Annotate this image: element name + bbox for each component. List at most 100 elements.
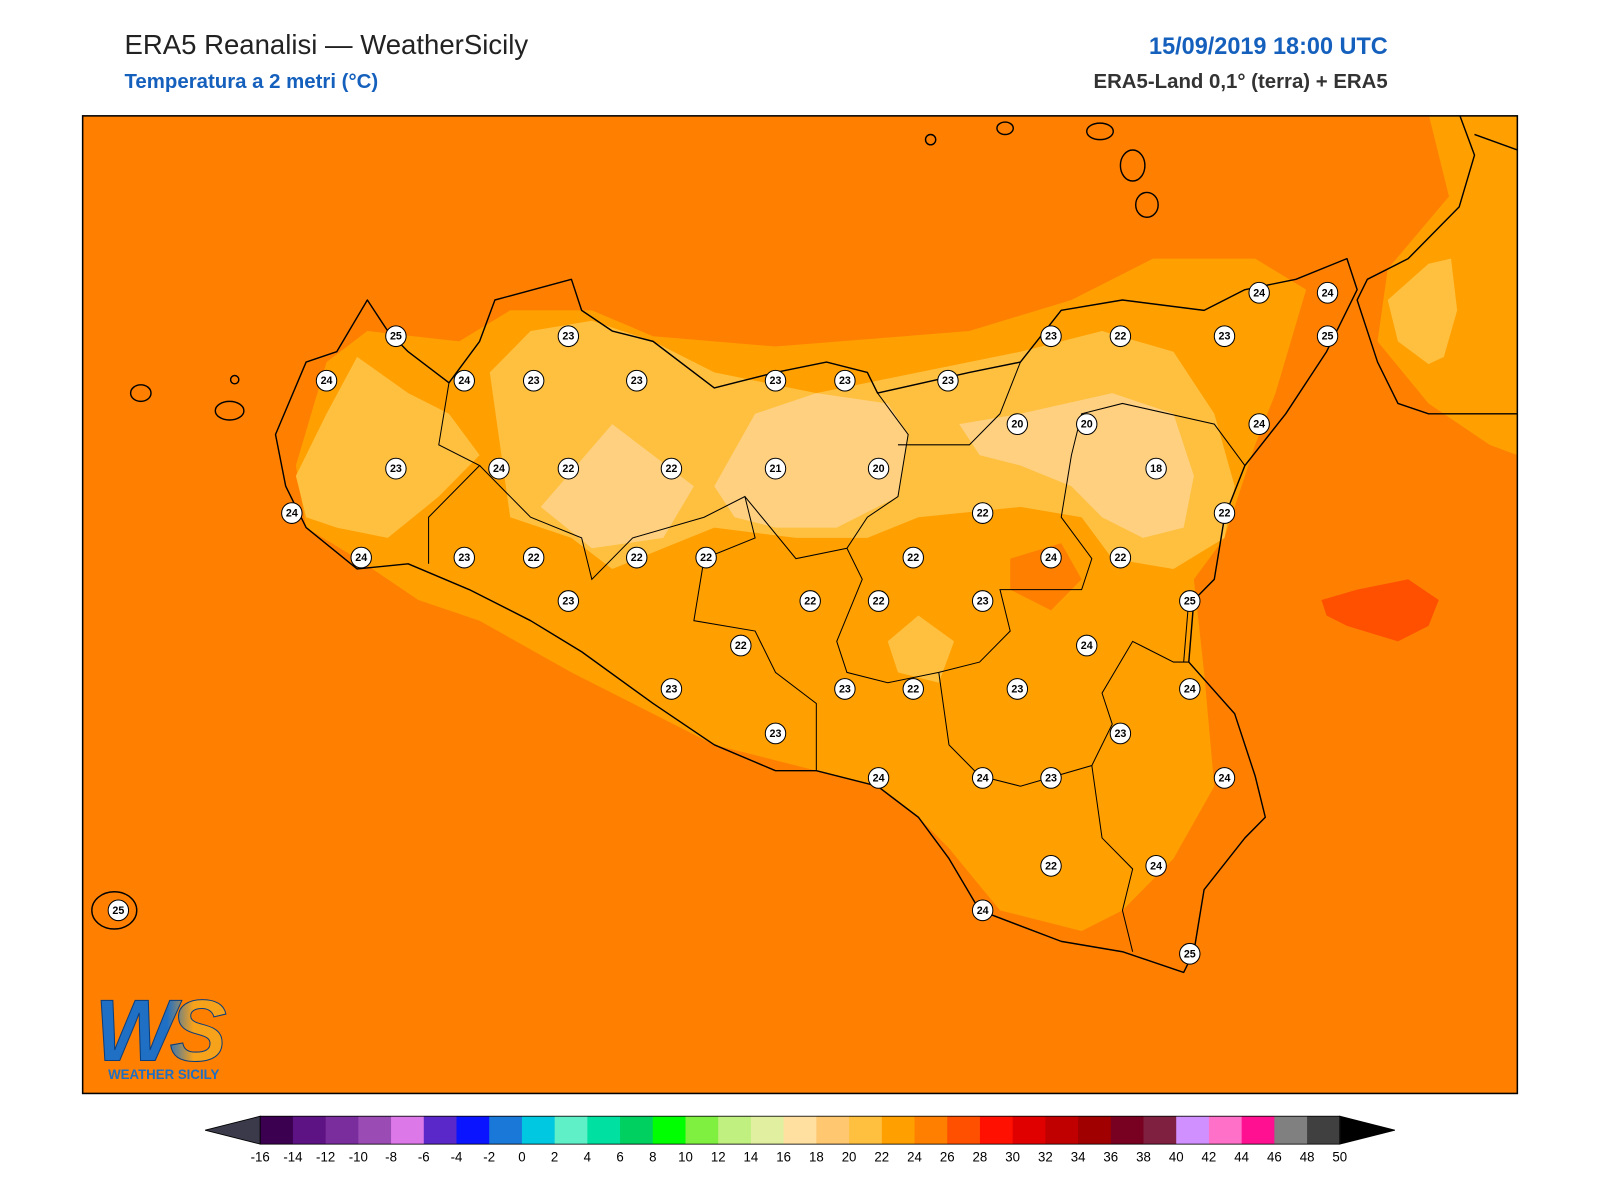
station: 22	[971, 502, 994, 524]
station-value: 25	[1184, 596, 1196, 608]
station: 22	[867, 590, 890, 612]
colorbar-swatch	[1241, 1116, 1275, 1145]
colorbar-swatch	[1307, 1116, 1341, 1145]
station: 24	[1316, 281, 1339, 304]
station: 23	[522, 369, 545, 392]
title: ERA5 Reanalisi — WeatherSicily	[124, 29, 528, 60]
colorbar-tick-label: 4	[584, 1150, 592, 1165]
station-value: 23	[770, 375, 782, 387]
station: 23	[937, 369, 959, 392]
colorbar-tick-label: 6	[616, 1150, 623, 1165]
station-value: 24	[873, 772, 885, 784]
station-marker	[764, 722, 787, 745]
colorbar-tick-label: -6	[418, 1150, 430, 1165]
colorbar-tick-label: 2	[551, 1150, 558, 1165]
station-marker	[834, 678, 856, 700]
station-value: 18	[1150, 463, 1162, 475]
station: 23	[834, 678, 856, 700]
station-value: 24	[355, 552, 367, 564]
colorbar-tick-label: -4	[451, 1150, 463, 1165]
station: 21	[764, 457, 787, 480]
station-marker	[488, 457, 510, 480]
colorbar-swatch	[423, 1116, 457, 1145]
island	[924, 133, 937, 146]
station-value: 22	[1045, 860, 1057, 872]
field-20-22	[295, 356, 480, 538]
colorbar-swatch	[816, 1116, 850, 1145]
colorbar-tick-label: 40	[1169, 1150, 1184, 1165]
station: 22	[626, 546, 648, 569]
calabria-coast	[1356, 115, 1518, 415]
province-border	[744, 392, 909, 560]
station: 22	[1109, 325, 1132, 348]
station-value: 20	[873, 463, 885, 475]
station-marker	[1109, 722, 1132, 745]
station-value: 24	[1253, 287, 1265, 299]
island	[129, 384, 152, 403]
station-marker	[1179, 678, 1201, 700]
station: 23	[626, 369, 648, 392]
station-value: 20	[1011, 419, 1023, 431]
station: 23	[971, 590, 994, 612]
station-marker	[1076, 634, 1098, 657]
colorbar-tick-label: -16	[251, 1150, 270, 1165]
station-marker	[522, 546, 545, 569]
field-18-20	[714, 393, 909, 528]
colorbar-tick-label: 38	[1136, 1150, 1151, 1165]
colorbar-swatch	[554, 1116, 588, 1145]
station-marker	[1213, 502, 1236, 524]
island	[1119, 149, 1146, 182]
station-value: 23	[458, 552, 470, 564]
field-20-22	[1387, 258, 1458, 365]
island	[91, 891, 138, 930]
station-value: 24	[1081, 640, 1093, 652]
colorbar-tick-label: 34	[1071, 1150, 1086, 1165]
station-marker	[1248, 413, 1270, 436]
station-marker	[1179, 590, 1201, 612]
station-marker	[1109, 546, 1132, 569]
colorbar-swatch	[587, 1116, 621, 1145]
station-marker	[1316, 325, 1339, 348]
station-value: 23	[562, 331, 574, 343]
station-marker	[1040, 546, 1062, 569]
station: 25	[1316, 325, 1339, 348]
station-marker	[867, 457, 890, 480]
stations: 25 23 24 24 23 23 23 23 23 23 22 23 24 24 25 20 20 24 23 24…	[107, 281, 1339, 965]
station: 22	[730, 634, 752, 657]
colorbar-tick-label: 46	[1267, 1150, 1282, 1165]
station: 23	[557, 325, 580, 348]
station-marker	[867, 767, 890, 789]
colorbar-tick-label: 28	[973, 1150, 988, 1165]
logo-mark: WS	[95, 983, 226, 1080]
field-20-22	[887, 615, 955, 683]
station-value: 22	[735, 640, 747, 652]
map-frame	[81, 115, 1519, 1095]
colorbar-swatch	[521, 1116, 556, 1145]
colorbar-swatch	[358, 1116, 392, 1145]
colorbar-swatch	[620, 1116, 654, 1145]
station: 24	[453, 369, 475, 392]
station-value: 22	[1219, 508, 1231, 520]
field-24-26	[1010, 543, 1082, 611]
colorbar-over	[1339, 1115, 1395, 1145]
station: 25	[1179, 590, 1201, 612]
station-marker	[557, 457, 580, 480]
colorbar-swatch	[292, 1116, 327, 1145]
station-marker	[1179, 942, 1201, 965]
station-value: 25	[1184, 948, 1196, 960]
colorbar-tick-label: -14	[283, 1150, 303, 1165]
station-value: 24	[458, 375, 470, 387]
station: 22	[799, 590, 821, 612]
station: 20	[1076, 413, 1098, 436]
station: 23	[385, 457, 407, 480]
station-value: 25	[390, 331, 402, 343]
station: 23	[1006, 678, 1029, 700]
station-value: 23	[1219, 331, 1231, 343]
station: 24	[1248, 281, 1270, 304]
station-value: 23	[390, 463, 402, 475]
station-marker	[1040, 325, 1062, 348]
island	[996, 121, 1014, 136]
station-value: 23	[1045, 331, 1057, 343]
colorbar-tick-label: 50	[1332, 1150, 1347, 1165]
station-marker	[626, 369, 648, 392]
